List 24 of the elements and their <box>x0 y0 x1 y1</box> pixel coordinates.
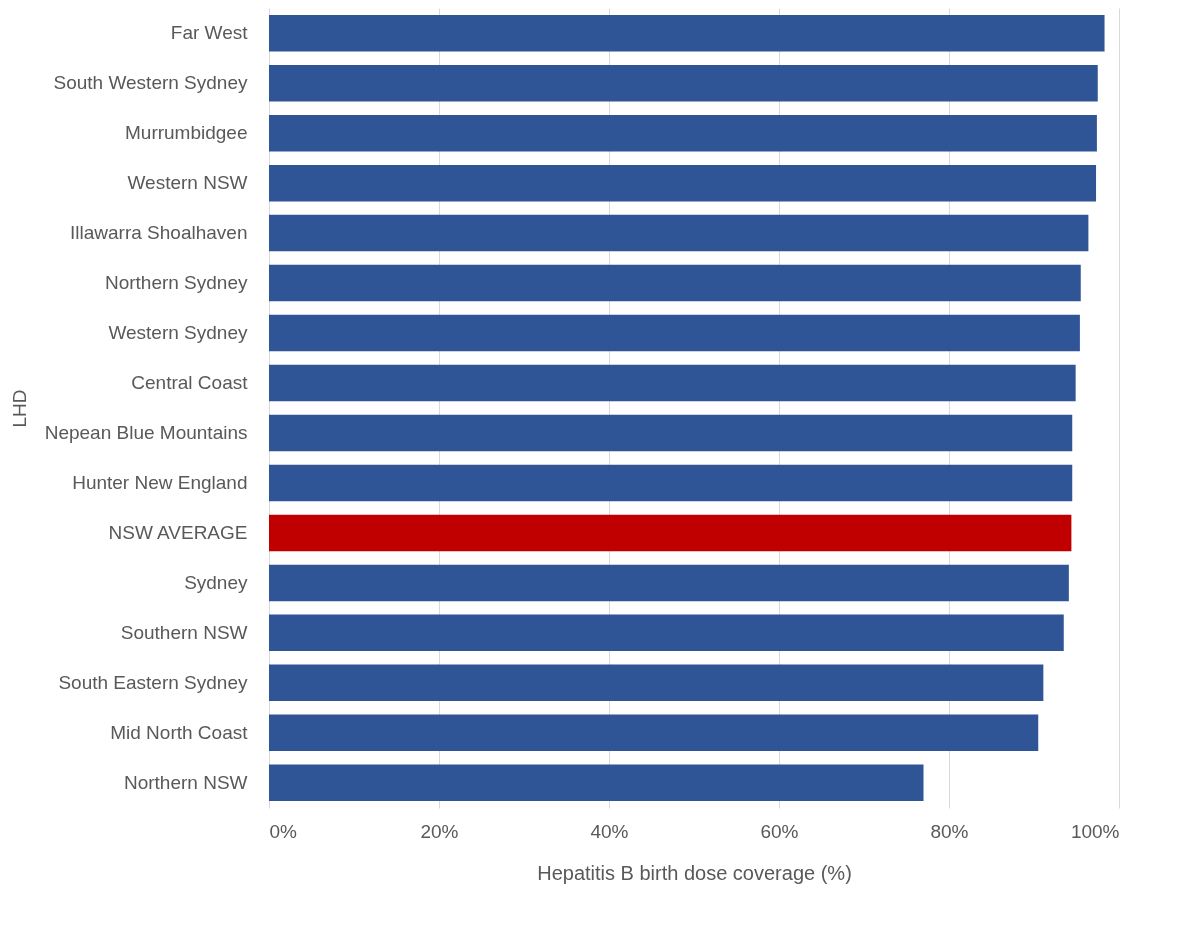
y-tick-label: NSW AVERAGE <box>108 521 248 543</box>
x-tick-label: 60% <box>760 820 799 842</box>
x-axis-title: Hepatitis B birth dose coverage (%) <box>537 861 852 884</box>
y-tick-label: Hunter New England <box>72 471 248 493</box>
y-tick-label: Nepean Blue Mountains <box>44 421 248 443</box>
y-tick-label: Western Sydney <box>108 322 248 344</box>
y-tick-label: Murrumbidgee <box>125 122 248 144</box>
x-tick-label: 100% <box>1070 820 1120 842</box>
x-tick-label: 0% <box>269 820 298 842</box>
y-tick-label: Sydney <box>184 571 248 593</box>
y-tick-label: South Western Sydney <box>53 72 248 94</box>
y-tick-label: Mid North Coast <box>110 721 249 743</box>
y-tick-label: Illawarra Shoalhaven <box>70 222 248 244</box>
y-tick-label: Central Coast <box>131 372 249 394</box>
y-tick-label: Northern Sydney <box>104 272 248 294</box>
y-tick-label: Southern NSW <box>120 621 248 643</box>
y-axis-title: LHD <box>8 389 30 428</box>
y-tick-label: Northern NSW <box>123 771 248 793</box>
y-tick-label: Far West <box>170 22 249 44</box>
x-tick-label: 40% <box>590 820 629 842</box>
x-tick-label: 20% <box>420 820 459 842</box>
y-tick-label: South Eastern Sydney <box>58 671 248 693</box>
y-tick-label: Western NSW <box>127 172 248 194</box>
x-tick-label: 80% <box>930 820 969 842</box>
